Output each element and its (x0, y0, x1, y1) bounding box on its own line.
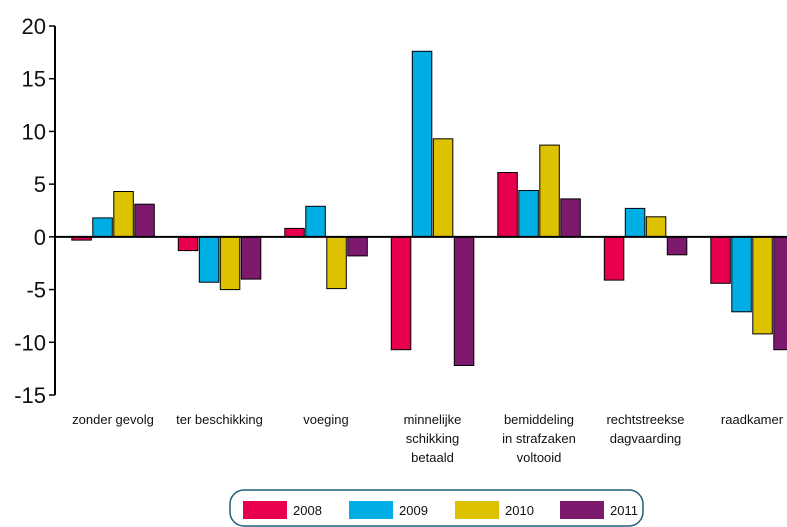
x-category-label-line: ter beschikking (176, 412, 263, 427)
bars (71, 50, 787, 366)
bar-2011-6 (773, 236, 787, 351)
y-tick-label: 5 (34, 172, 46, 197)
legend-swatch-2009 (349, 501, 393, 519)
legend-swatch-2010 (455, 501, 499, 519)
bar-2009-6 (731, 236, 752, 313)
bar-2011-3 (453, 236, 475, 366)
x-category-label-line: schikking (406, 431, 459, 446)
bar-2008-6 (710, 236, 731, 284)
x-category-label-line: minnelijke (404, 412, 462, 427)
bar-2010-0 (113, 191, 134, 238)
bar-2008-2 (284, 227, 305, 238)
bar-2011-0 (134, 203, 155, 238)
bar-2010-2 (326, 236, 347, 290)
x-category-label: raadkamer (721, 412, 784, 427)
x-category-label: ter beschikking (176, 412, 263, 427)
x-category-label-line: bemiddeling (504, 412, 574, 427)
bar-2009-3 (411, 50, 433, 238)
bar-2009-1 (198, 236, 220, 283)
x-category-label-line: voltooid (517, 450, 562, 465)
legend-frame (229, 489, 644, 527)
bar-2008-5 (603, 236, 625, 281)
y-tick-label: -15 (14, 383, 46, 408)
bar-2011-5 (666, 236, 688, 256)
x-category-label-line: dagvaarding (610, 431, 682, 446)
bar-2011-2 (347, 236, 368, 257)
bar-2010-3 (432, 138, 454, 238)
bar-2009-0 (92, 217, 113, 238)
x-category-label-line: betaald (411, 450, 454, 465)
x-category-label: rechtstreekse dagvaarding (606, 412, 684, 446)
x-category-label: voeging (303, 412, 349, 427)
x-axis-labels: zonder gevolg ter beschikking voeging minne… (72, 412, 784, 465)
legend-label-2009: 2009 (399, 503, 428, 518)
bar-2011-1 (240, 236, 262, 280)
legend-swatch-2008 (243, 501, 287, 519)
bar-2010-1 (219, 236, 241, 291)
y-tick-label: -5 (26, 278, 46, 303)
legend-label-2010: 2010 (505, 503, 534, 518)
bar-2008-4 (497, 172, 518, 238)
legend-label-2008: 2008 (293, 503, 322, 518)
y-axis-ticks: 20 15 10 5 0 -5 -10 -15 (14, 14, 55, 408)
legend: 2008 2009 2010 2011 (229, 489, 644, 527)
x-category-label-line: rechtstreekse (606, 412, 684, 427)
x-category-label: minnelijke schikking betaald (404, 412, 462, 465)
bar-2010-6 (752, 236, 773, 335)
legend-label-2011: 2011 (610, 503, 638, 518)
bar-2010-5 (645, 216, 667, 238)
bar-2008-1 (177, 236, 199, 252)
bar-2008-3 (390, 236, 412, 351)
y-tick-label: -10 (14, 330, 46, 355)
x-category-label: bemiddeling in strafzaken voltooid (502, 412, 576, 465)
y-tick-label: 10 (22, 119, 46, 144)
bar-2009-2 (305, 205, 326, 238)
bar-2010-4 (539, 144, 560, 238)
x-category-label: zonder gevolg (72, 412, 154, 427)
x-category-label-line: voeging (303, 412, 349, 427)
x-category-label-line: in strafzaken (502, 431, 576, 446)
bar-2011-4 (560, 198, 581, 238)
y-tick-label: 20 (22, 14, 46, 39)
y-tick-label: 15 (22, 67, 46, 92)
y-tick-label: 0 (34, 225, 46, 250)
x-category-label-line: raadkamer (721, 412, 784, 427)
legend-swatch-2011 (560, 501, 604, 519)
bar-2009-5 (624, 207, 646, 238)
x-category-label-line: zonder gevolg (72, 412, 154, 427)
bar-2009-4 (518, 190, 539, 238)
